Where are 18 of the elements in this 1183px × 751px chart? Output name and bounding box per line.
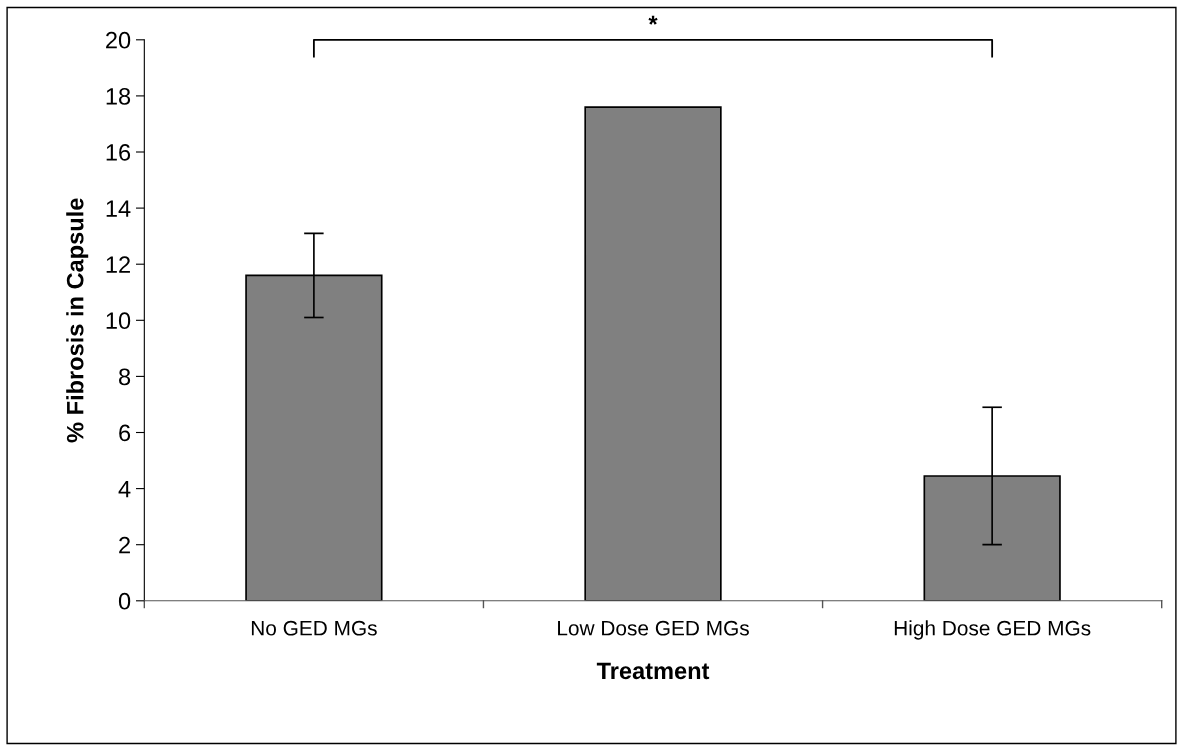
y-tick-label: 20: [106, 31, 131, 49]
y-tick-label: 0: [118, 592, 131, 610]
bar: [584, 106, 722, 601]
y-tick-label: 14: [106, 200, 131, 217]
x-tick-label: High Dose GED MGs: [894, 620, 1091, 640]
x-axis-title: Treatment: [596, 662, 710, 680]
y-tick-label: 12: [106, 256, 130, 273]
y-tick-label: 16: [106, 144, 131, 161]
y-tick-label: 18: [106, 87, 131, 105]
x-tick-label: No GED MGs: [251, 620, 377, 636]
x-tick-label: Low Dose GED MGs: [558, 620, 749, 636]
text: *: [648, 15, 658, 25]
y-tick-label: 10: [106, 312, 131, 330]
y-axis-title: % Fibrosis in Capsule: [66, 198, 89, 443]
y-tick-label: 4: [118, 480, 131, 498]
y-tick-label: 2: [119, 536, 130, 554]
y-tick-label: 6: [119, 424, 131, 442]
y-tick-label: 8: [119, 368, 131, 386]
